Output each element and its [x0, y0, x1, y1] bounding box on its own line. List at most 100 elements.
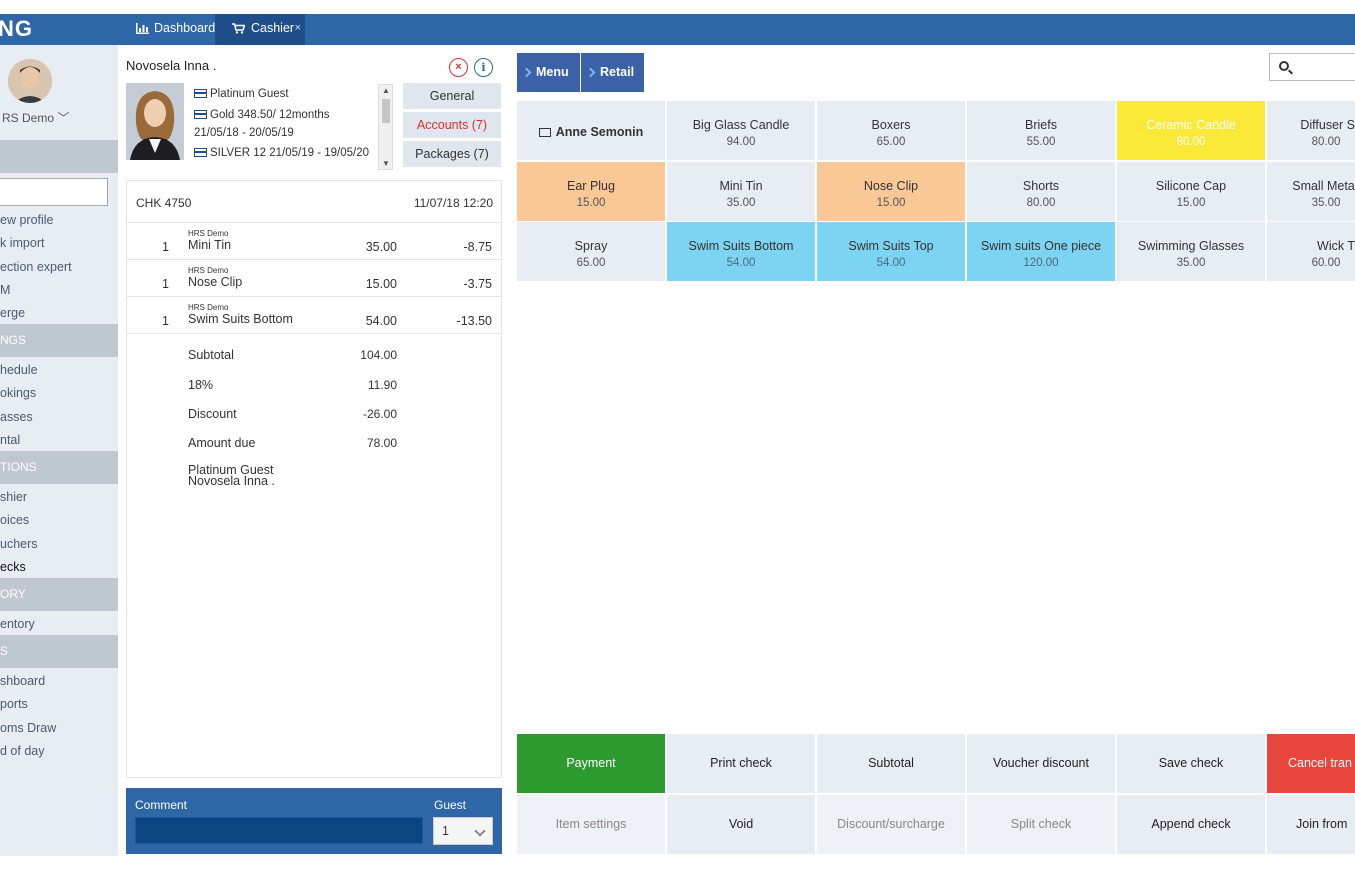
product-tile[interactable]: Diffuser S 80.00 [1267, 101, 1355, 160]
remove-guest-button[interactable]: × [449, 58, 468, 77]
cards-scrollbar[interactable]: ▲ ▼ [378, 84, 393, 170]
sidebar-section-bookings: NGS [0, 324, 118, 357]
split-check-button[interactable]: Split check [967, 795, 1115, 854]
product-tile[interactable]: Swim Suits Top 54.00 [817, 222, 965, 281]
check-line[interactable]: 1 HRS Demo Nose Clip 15.00 -3.75 [127, 260, 501, 297]
guest-photo-icon [126, 83, 184, 160]
product-tile[interactable]: Small Meta 35.00 [1267, 162, 1355, 221]
scroll-down-icon[interactable]: ▼ [382, 159, 390, 168]
print-check-button[interactable]: Print check [667, 734, 815, 793]
avatar[interactable] [8, 59, 52, 103]
product-tile[interactable]: Spray 65.00 [517, 222, 665, 281]
sidebar-item-bulk-import[interactable]: k import [0, 236, 45, 250]
sidebar-item-invoices[interactable]: oices [0, 513, 30, 527]
info-button[interactable]: i [474, 58, 493, 77]
sidebar-section-operations: TIONS [0, 451, 118, 484]
product-tile[interactable]: Wick T 60.00 [1267, 222, 1355, 281]
sidebar-item-reports[interactable]: ports [0, 697, 28, 711]
line-price: 35.00 [365, 240, 397, 254]
line-name: Nose Clip [188, 275, 243, 289]
scroll-up-icon[interactable]: ▲ [382, 86, 390, 95]
chart-icon [136, 23, 149, 34]
sidebar-item-checks[interactable]: ecks [0, 560, 26, 574]
user-photo-icon [8, 59, 52, 103]
tab-cashier[interactable]: Cashier × [215, 14, 305, 45]
close-icon[interactable]: × [294, 22, 301, 34]
product-tile[interactable]: Ear Plug 15.00 [517, 162, 665, 221]
sidebar-section-header [0, 140, 118, 173]
tab-packages[interactable]: Packages (7) [403, 141, 501, 167]
retail-button[interactable]: Retail [581, 53, 644, 92]
line-price: 54.00 [365, 314, 397, 328]
sidebar-item-selection-expert[interactable]: ection expert [0, 260, 72, 274]
folder-icon [538, 128, 551, 137]
product-tile[interactable]: Swim Suits Bottom 54.00 [667, 222, 815, 281]
sidebar-item-new-profile[interactable]: ew profile [0, 213, 54, 227]
footer-guest-name: Novosela Inna . [188, 474, 275, 488]
chevron-right-icon [585, 67, 596, 78]
comment-input[interactable] [135, 817, 423, 844]
discount-surcharge-button[interactable]: Discount/surcharge [817, 795, 965, 854]
sidebar-item-inventory[interactable]: entory [0, 617, 35, 631]
product-tile[interactable]: Swimming Glasses 35.00 [1117, 222, 1265, 281]
join-from-button[interactable]: Join from [1267, 795, 1355, 854]
item-settings-button[interactable]: Item settings [517, 795, 665, 854]
save-check-button[interactable]: Save check [1117, 734, 1265, 793]
sidebar-item-crm[interactable]: M [0, 283, 11, 297]
sidebar-item-cashier[interactable]: shier [0, 490, 28, 504]
product-tile[interactable]: Nose Clip 15.00 [817, 162, 965, 221]
tab-dashboard[interactable]: Dashboard [134, 14, 215, 45]
guest-count-select[interactable]: 1 [433, 817, 493, 845]
product-tile[interactable]: Ceramic Candle 80.00 [1117, 101, 1265, 160]
sidebar-item-bookings[interactable]: okings [0, 386, 37, 400]
line-discount: -8.75 [463, 240, 493, 254]
product-search-input[interactable] [1269, 53, 1355, 81]
void-button[interactable]: Void [667, 795, 815, 854]
sidebar-item-merge[interactable]: erge [0, 306, 26, 320]
line-price: 15.00 [365, 277, 397, 291]
check-line[interactable]: 1 HRS Demo Swim Suits Bottom 54.00 -13.5… [127, 297, 501, 334]
product-tile[interactable]: Mini Tin 35.00 [667, 162, 815, 221]
card-icon [194, 89, 207, 98]
product-tile[interactable]: Silicone Cap 15.00 [1117, 162, 1265, 221]
tax-value: 11.90 [367, 378, 397, 392]
product-tile[interactable]: Shorts 80.00 [967, 162, 1115, 221]
append-check-button[interactable]: Append check [1117, 795, 1265, 854]
sidebar-item-vouchers[interactable]: uchers [0, 537, 38, 551]
line-name: Swim Suits Bottom [188, 312, 293, 326]
product-tile[interactable]: Boxers 65.00 [817, 101, 965, 160]
sidebar-item-schedule[interactable]: hedule [0, 363, 38, 377]
tab-general[interactable]: General [403, 83, 501, 109]
tab-accounts[interactable]: Accounts (7) [403, 112, 501, 138]
check-number: CHK 4750 [136, 196, 192, 210]
product-tile[interactable]: Swim suits One piece 120.00 [967, 222, 1115, 281]
sidebar-item-rental[interactable]: ntal [0, 433, 21, 447]
check-line[interactable]: 1 HRS Demo Mini Tin 35.00 -8.75 [127, 223, 501, 260]
sidebar-search-input[interactable] [0, 178, 108, 206]
line-discount: -3.75 [463, 277, 493, 291]
top-bar: NG Dashboard Cashier × [0, 14, 1355, 45]
payment-button[interactable]: Payment [517, 734, 665, 793]
folder-anne-semonin[interactable]: Anne Semonin [517, 101, 665, 160]
product-tile[interactable]: Briefs 55.00 [967, 101, 1115, 160]
sidebar-item-end-of-day[interactable]: d of day [0, 744, 45, 758]
user-name[interactable]: RS Demo ﹀ [2, 111, 70, 125]
line-discount: -13.50 [456, 314, 492, 328]
sidebar-item-classes[interactable]: asses [0, 410, 33, 424]
voucher-discount-button[interactable]: Voucher discount [967, 734, 1115, 793]
menu-button[interactable]: Menu [517, 53, 580, 92]
tab-cashier-label: Cashier [251, 21, 295, 35]
chevron-down-icon [474, 825, 486, 837]
sidebar-item-dashboard[interactable]: shboard [0, 674, 46, 688]
card-silver: SILVER 12 21/05/19 - 19/05/20 [194, 147, 369, 159]
check-date: 11/07/18 12:20 [413, 196, 493, 210]
comment-bar: Comment Guest 1 [126, 788, 502, 854]
scroll-thumb[interactable] [382, 99, 390, 123]
sidebar-item-rooms-draw[interactable]: oms Draw [0, 721, 57, 735]
line-staff: HRS Demo [188, 229, 229, 238]
product-tile[interactable]: Big Glass Candle 94.00 [667, 101, 815, 160]
line-staff: HRS Demo [188, 303, 229, 312]
cancel-transaction-button[interactable]: Cancel tran [1267, 734, 1355, 793]
line-qty: 1 [162, 240, 169, 254]
subtotal-button[interactable]: Subtotal [817, 734, 965, 793]
